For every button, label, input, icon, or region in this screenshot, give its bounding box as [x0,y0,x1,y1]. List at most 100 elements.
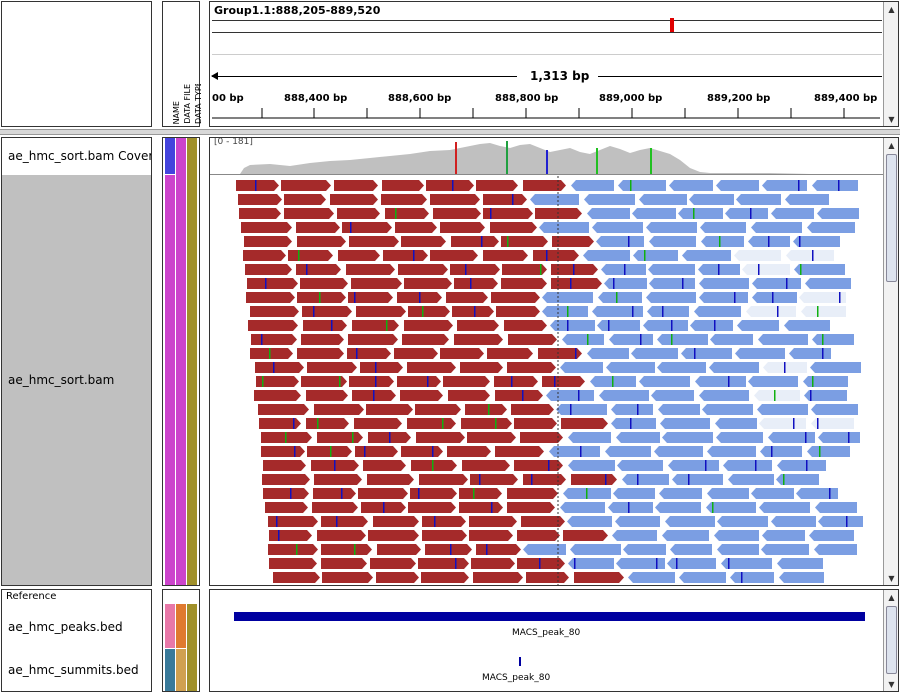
alignment-read [263,460,306,471]
mismatch-mark [810,390,812,401]
attr-header-data-file[interactable]: DATA FILE [183,84,192,124]
alignment-read [646,222,697,233]
alignment-read [321,516,368,527]
scroll-up-icon[interactable]: ▲ [888,592,895,602]
scroll-up-icon[interactable]: ▲ [888,4,895,14]
alignment-read [665,516,715,527]
attr-header-data-type[interactable]: DATA TYPE [194,84,203,124]
alignment-read [425,544,472,555]
mismatch-mark [356,348,358,359]
alignment-read [370,558,416,569]
alignment-read [678,208,723,219]
mismatch-mark [522,390,524,401]
mismatch-mark [786,278,788,289]
alignment-read [404,320,453,331]
scroll-down-icon[interactable]: ▼ [888,573,895,583]
alignment-track[interactable] [210,176,883,586]
alignment-read [612,530,657,541]
peak-feature-bar[interactable] [234,612,865,621]
alignment-read [699,292,748,303]
alignment-read [551,278,602,289]
mismatch-mark [628,502,630,513]
attr-cell-name[interactable] [165,604,175,648]
alignment-read [268,516,318,527]
alignment-read [658,404,700,415]
scroll-thumb[interactable] [886,606,897,674]
alignment-read [394,348,438,359]
mismatch-mark [479,474,481,485]
scroll-down-icon[interactable]: ▼ [888,679,895,689]
attr-cell-data-file[interactable] [176,138,186,585]
alignment-read [322,572,373,583]
ruler-scrollbar[interactable]: ▲ ▼ [883,2,898,126]
coverage-track-name[interactable]: ae_hmc_sort.bam Coverage [8,149,151,163]
alignment-read [297,236,346,247]
attr-cell-name[interactable] [165,138,175,174]
alignment-track-name[interactable]: ae_hmc_sort.bam [8,373,115,387]
alignment-read [796,488,838,499]
mismatch-mark [578,390,580,401]
alignment-read [689,194,734,205]
alignment-read [777,558,823,569]
alignment-read [817,208,859,219]
alignment-read [584,194,635,205]
alignment-read [606,362,655,373]
mismatch-mark [296,544,298,555]
scroll-up-icon[interactable]: ▲ [888,140,895,150]
coverage-track[interactable] [210,138,883,175]
attr-cell-data-type[interactable] [187,604,197,691]
attr-cell-data-file[interactable] [176,649,186,691]
alignment-read [342,222,392,233]
scroll-thumb[interactable] [886,154,897,282]
alignment-read [611,418,656,429]
alignment-read [263,488,309,499]
alignment-read [330,194,378,205]
alignment-read [737,320,779,331]
attr-cell-data-file[interactable] [176,604,186,648]
scroll-down-icon[interactable]: ▼ [888,114,895,124]
alignment-read [284,208,334,219]
chromosome-ideogram[interactable] [212,20,882,33]
mismatch-mark [694,348,696,359]
data-scrollbar[interactable]: ▲ ▼ [883,138,898,585]
mismatch-mark [613,278,615,289]
summit-feature-mark[interactable] [519,657,521,666]
alignment-read [631,348,678,359]
attr-cell-name[interactable] [165,649,175,691]
alignment-read [759,502,810,513]
mismatch-mark [784,362,786,373]
attr-cell-name[interactable] [165,175,175,585]
alignment-read [366,404,413,415]
coverage-track-name-bg[interactable] [2,138,151,174]
mismatch-mark [822,348,824,359]
alignment-read [701,236,744,247]
name-panel-data: ae_hmc_sort.bam Coverage ae_hmc_sort.bam [1,137,152,586]
alignment-read [736,194,781,205]
alignment-read [269,558,317,569]
alignment-read [496,306,540,317]
feature-scrollbar[interactable]: ▲ ▼ [883,590,898,691]
alignment-read [801,306,846,317]
mismatch-mark [442,418,444,429]
alignment-read [563,530,608,541]
alignment-read [812,180,858,191]
mismatch-mark [375,362,377,373]
panel-divider[interactable] [0,129,900,135]
mismatch-mark [772,292,774,303]
alignment-read [352,320,399,331]
alignment-read [604,278,647,289]
peaks-track-name[interactable]: ae_hmc_peaks.bed [8,620,123,634]
mismatch-mark [293,418,295,429]
summits-track-name[interactable]: ae_hmc_summits.bed [8,663,139,677]
alignment-read [681,348,732,359]
attr-cell-data-type[interactable] [187,138,197,585]
alignment-read [560,362,603,373]
mismatch-mark [373,390,375,401]
alignment-read [301,334,344,345]
attr-header-name[interactable]: NAME [172,100,181,124]
alignment-track-name-bg[interactable] [2,175,151,585]
mismatch-mark [612,376,614,387]
alignment-read [360,362,403,373]
mismatch-mark [616,292,618,303]
data-panel: [0 - 181] ▲ ▼ [209,137,899,586]
